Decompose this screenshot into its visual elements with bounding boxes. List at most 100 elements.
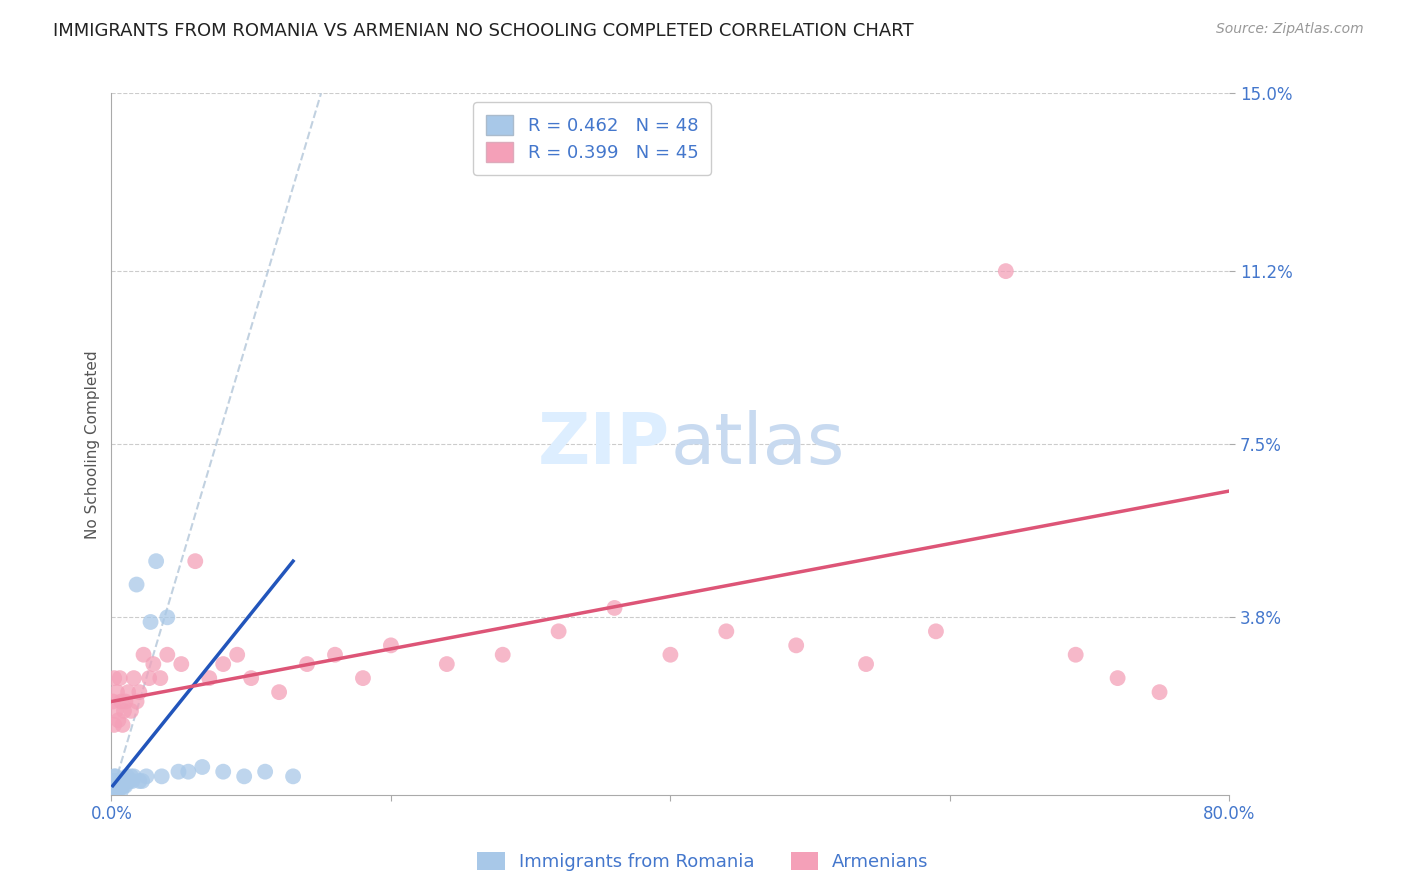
Point bbox=[380, 639, 402, 653]
Point bbox=[226, 648, 249, 662]
Point bbox=[167, 764, 190, 779]
Point bbox=[855, 657, 877, 671]
Point bbox=[103, 779, 125, 793]
Point bbox=[170, 657, 193, 671]
Point bbox=[104, 774, 127, 789]
Point bbox=[105, 779, 128, 793]
Point bbox=[145, 554, 167, 568]
Point bbox=[105, 685, 128, 699]
Point bbox=[114, 694, 136, 708]
Point bbox=[111, 718, 134, 732]
Point bbox=[101, 774, 124, 789]
Point bbox=[128, 774, 150, 789]
Point bbox=[103, 718, 125, 732]
Point bbox=[1149, 685, 1171, 699]
Point bbox=[110, 694, 132, 708]
Point bbox=[240, 671, 263, 685]
Point bbox=[104, 779, 127, 793]
Point bbox=[212, 764, 235, 779]
Text: Source: ZipAtlas.com: Source: ZipAtlas.com bbox=[1216, 22, 1364, 37]
Point bbox=[103, 783, 125, 797]
Point bbox=[785, 639, 807, 653]
Point bbox=[198, 671, 221, 685]
Point bbox=[104, 783, 127, 797]
Point bbox=[156, 610, 179, 624]
Point bbox=[101, 779, 124, 793]
Point bbox=[994, 264, 1017, 278]
Point bbox=[492, 648, 515, 662]
Point bbox=[135, 769, 157, 783]
Point bbox=[131, 774, 153, 789]
Point bbox=[103, 769, 125, 783]
Point bbox=[184, 554, 207, 568]
Point bbox=[177, 764, 200, 779]
Point bbox=[117, 774, 139, 789]
Point bbox=[107, 713, 129, 727]
Point bbox=[142, 657, 165, 671]
Point bbox=[108, 774, 131, 789]
Point bbox=[659, 648, 682, 662]
Point bbox=[120, 769, 142, 783]
Point bbox=[125, 577, 148, 591]
Point bbox=[112, 774, 135, 789]
Point bbox=[295, 657, 318, 671]
Point bbox=[269, 685, 291, 699]
Legend: Immigrants from Romania, Armenians: Immigrants from Romania, Armenians bbox=[470, 845, 936, 879]
Point bbox=[107, 783, 129, 797]
Point bbox=[122, 769, 145, 783]
Point bbox=[138, 671, 160, 685]
Point bbox=[603, 601, 626, 615]
Point bbox=[118, 774, 141, 789]
Point bbox=[212, 657, 235, 671]
Point bbox=[101, 783, 124, 797]
Text: IMMIGRANTS FROM ROMANIA VS ARMENIAN NO SCHOOLING COMPLETED CORRELATION CHART: IMMIGRANTS FROM ROMANIA VS ARMENIAN NO S… bbox=[53, 22, 914, 40]
Point bbox=[112, 704, 135, 718]
Point bbox=[128, 685, 150, 699]
Point bbox=[281, 769, 304, 783]
Point bbox=[105, 774, 128, 789]
Point bbox=[121, 774, 143, 789]
Point bbox=[1064, 648, 1087, 662]
Point bbox=[104, 769, 127, 783]
Point bbox=[114, 779, 136, 793]
Point bbox=[150, 769, 173, 783]
Text: ZIP: ZIP bbox=[538, 409, 671, 479]
Point bbox=[107, 779, 129, 793]
Point bbox=[125, 694, 148, 708]
Point bbox=[191, 760, 214, 774]
Point bbox=[547, 624, 569, 639]
Text: atlas: atlas bbox=[671, 409, 845, 479]
Point bbox=[101, 694, 124, 708]
Point bbox=[233, 769, 256, 783]
Point bbox=[111, 774, 134, 789]
Y-axis label: No Schooling Completed: No Schooling Completed bbox=[86, 350, 100, 539]
Point bbox=[110, 779, 132, 793]
Point bbox=[114, 774, 136, 789]
Point bbox=[111, 779, 134, 793]
Point bbox=[254, 764, 277, 779]
Point bbox=[110, 783, 132, 797]
Point bbox=[112, 779, 135, 793]
Point bbox=[103, 774, 125, 789]
Point bbox=[323, 648, 346, 662]
Point bbox=[108, 671, 131, 685]
Point bbox=[120, 704, 142, 718]
Point bbox=[117, 685, 139, 699]
Point bbox=[352, 671, 374, 685]
Point bbox=[149, 671, 172, 685]
Point bbox=[115, 769, 138, 783]
Point bbox=[107, 774, 129, 789]
Point bbox=[1107, 671, 1129, 685]
Point bbox=[108, 779, 131, 793]
Point bbox=[716, 624, 738, 639]
Point bbox=[436, 657, 458, 671]
Legend: R = 0.462   N = 48, R = 0.399   N = 45: R = 0.462 N = 48, R = 0.399 N = 45 bbox=[474, 103, 711, 175]
Point bbox=[156, 648, 179, 662]
Point bbox=[105, 783, 128, 797]
Point bbox=[122, 671, 145, 685]
Point bbox=[925, 624, 948, 639]
Point bbox=[103, 671, 125, 685]
Point bbox=[139, 615, 162, 629]
Point bbox=[132, 648, 155, 662]
Point bbox=[104, 704, 127, 718]
